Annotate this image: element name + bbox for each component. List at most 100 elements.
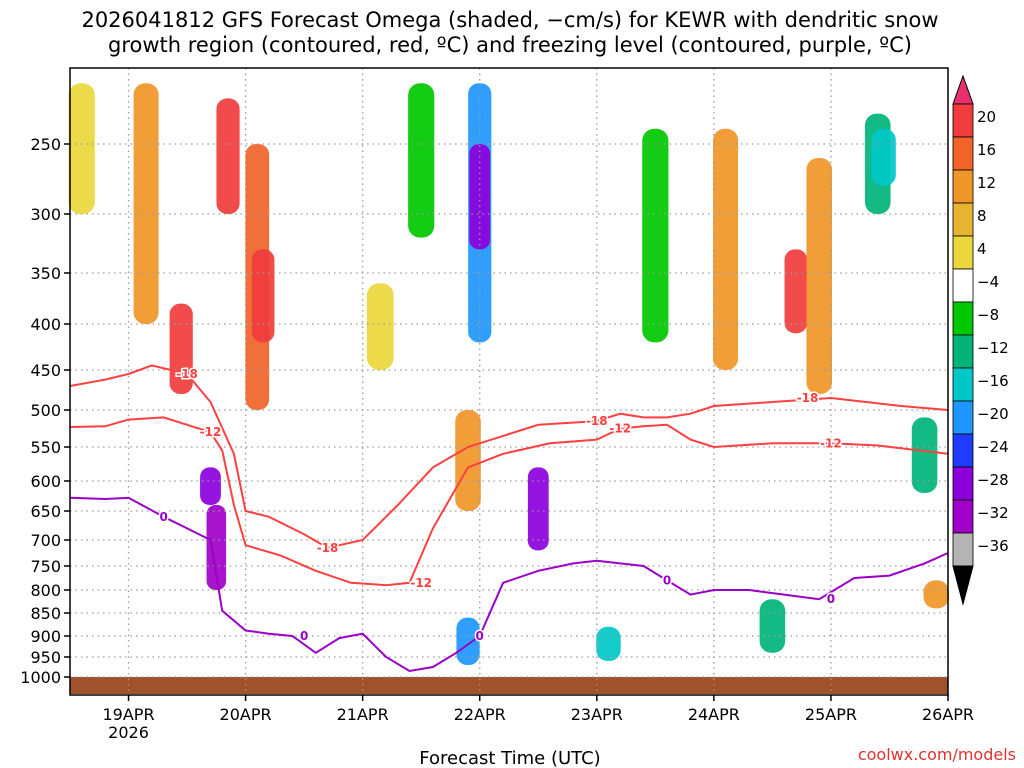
contour-label-freezing-level-0: 0 [159, 510, 167, 524]
y-tick-label: 500 [30, 401, 61, 420]
omega-region-23 [923, 580, 950, 609]
omega-region-15 [596, 626, 621, 661]
colorbar-label: 20 [977, 108, 996, 126]
contour-label-dendritic-minus12: -12 [820, 436, 842, 450]
y-tick-label: 350 [30, 264, 61, 283]
colorbar-label: −32 [977, 504, 1009, 522]
omega-region-17 [713, 128, 739, 370]
colorbar-swatch [952, 400, 974, 435]
x-tick-year: 2026 [108, 723, 149, 742]
omega-region-8 [366, 283, 394, 370]
plot-area [68, 68, 950, 695]
y-tick-label: 650 [30, 502, 61, 521]
omega-region-6 [200, 467, 221, 505]
colorbar-swatch [952, 532, 974, 567]
omega-region-24 [759, 599, 786, 653]
y-tick-label: 950 [30, 648, 61, 667]
omega-region-18 [784, 249, 808, 334]
y-tick-label: 300 [30, 205, 61, 224]
colorbar-swatch [952, 433, 974, 468]
colorbar-label: 12 [977, 174, 996, 192]
omega-region-12 [469, 144, 491, 250]
colorbar-swatch [952, 334, 974, 369]
omega-region-10 [455, 410, 481, 511]
colorbar-label: −28 [977, 471, 1009, 489]
colorbar-swatch [952, 499, 974, 534]
omega-region-0 [68, 83, 95, 214]
chart-title-line-2: growth region (contoured, red, ºC) and f… [108, 33, 912, 57]
colorbar-bottom-arrow [952, 565, 974, 606]
contour-label-dendritic-minus12: -12 [410, 576, 432, 590]
y-tick-label: 400 [30, 315, 61, 334]
axes: 250 300 350 400 450 500 550 600 650 700 750 800 850 9… [20, 67, 974, 742]
contour-label-freezing-level-0: 0 [476, 629, 484, 643]
contour-dendritic-minus12 [69, 416, 949, 587]
y-tick-label: 700 [30, 531, 61, 550]
omega-region-9 [408, 83, 435, 238]
colorbar-top-arrow [952, 74, 974, 105]
y-tick-label: 850 [30, 604, 61, 623]
colorbar: 20 16 12 8 4 −4 −8 −12 −16 −20 −24 −28 −32 −36 [952, 74, 1009, 606]
colorbar-swatch [952, 202, 974, 237]
y-tick-label: 600 [30, 472, 61, 491]
omega-region-13 [456, 617, 480, 665]
x-tick-label: 24APR [688, 705, 740, 724]
colorbar-label: −24 [977, 438, 1009, 456]
y-tick-label: 1000 [20, 668, 61, 687]
colorbar-label: −4 [977, 273, 999, 291]
colorbar-label: −20 [977, 405, 1009, 423]
contour-label-dendritic-minus18: -18 [797, 391, 819, 405]
colorbar-label: 16 [977, 141, 996, 159]
grid-lines [70, 68, 948, 695]
omega-region-22 [911, 417, 938, 493]
y-tick-label: 900 [30, 627, 61, 646]
y-tick-label: 250 [30, 135, 61, 154]
contour-dendritic-minus18 [69, 364, 949, 549]
colorbar-label: −36 [977, 537, 1009, 555]
credit-text: coolwx.com/models [858, 745, 1016, 764]
x-tick-label: 22APR [454, 705, 506, 724]
omega-region-5 [251, 249, 275, 343]
omega-region-1 [133, 83, 159, 324]
contour-label-freezing-level-0: 0 [663, 573, 671, 587]
colorbar-swatch [952, 136, 974, 171]
colorbar-label: 8 [977, 207, 987, 225]
plot-frame [69, 67, 949, 696]
x-tick-label: 21APR [337, 705, 389, 724]
colorbar-label: −16 [977, 372, 1009, 390]
colorbar-label: −8 [977, 306, 999, 324]
x-tick-label: 20APR [220, 705, 272, 724]
colorbar-label: −12 [977, 339, 1009, 357]
omega-region-21 [871, 128, 896, 186]
contour-label-freezing-level-0: 0 [300, 629, 308, 643]
chart-title-line-1: 2026041812 GFS Forecast Omega (shaded, −… [81, 8, 938, 32]
colorbar-swatch [952, 367, 974, 402]
colorbar-swatch [952, 301, 974, 336]
contour-freezing-level-0 [69, 496, 949, 673]
omega-region-7 [206, 505, 227, 590]
contour-label-dendritic-minus12: -12 [609, 422, 631, 436]
omega-region-19 [806, 158, 833, 394]
omega-region-3 [216, 98, 240, 214]
colorbar-swatch [952, 169, 974, 204]
x-axis-label: Forecast Time (UTC) [419, 748, 600, 768]
contour-label-dendritic-minus18: -18 [586, 414, 608, 428]
y-tick-label: 550 [30, 438, 61, 457]
x-tick-label: 19APR [102, 705, 154, 724]
contour-label-dendritic-minus18: -18 [317, 541, 339, 555]
colorbar-swatch [952, 268, 974, 303]
colorbar-label: 4 [977, 240, 987, 258]
colorbar-swatch [952, 235, 974, 270]
omega-region-16 [642, 128, 669, 343]
x-tick-label: 23APR [571, 705, 623, 724]
contour-label-freezing-level-0: 0 [827, 592, 835, 606]
contour-label-dendritic-minus18: -18 [176, 367, 198, 381]
colorbar-swatch [952, 466, 974, 501]
x-tick-label: 25APR [805, 705, 857, 724]
ground-strip [70, 677, 948, 694]
y-tick-label: 450 [30, 361, 61, 380]
x-tick-label: 26APR [922, 705, 974, 724]
y-tick-label: 800 [30, 581, 61, 600]
